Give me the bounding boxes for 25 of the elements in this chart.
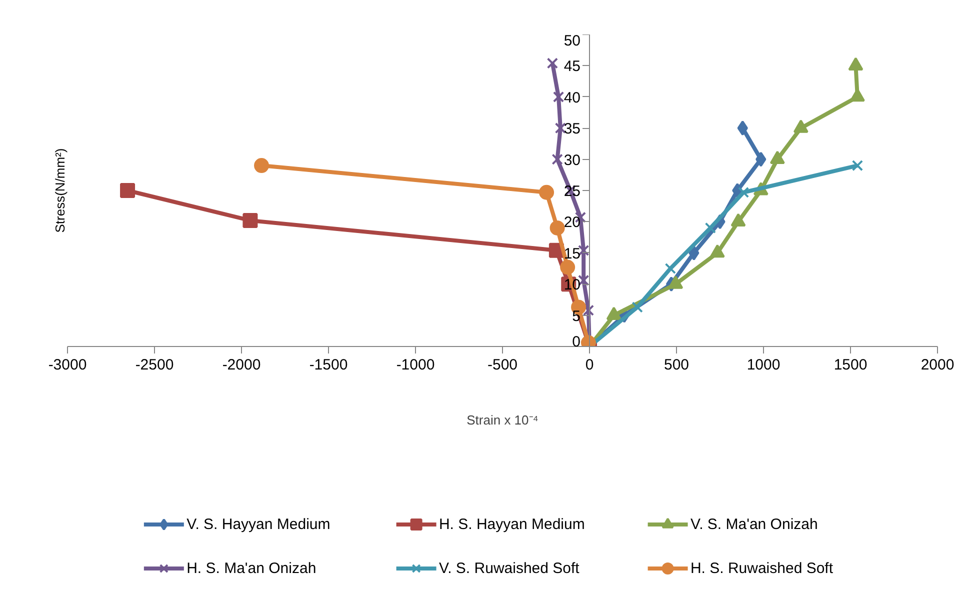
y-tick-label: 30 [564,152,581,169]
legend-label: H. S. Ma'an Onizah [186,560,316,577]
x-tick-label: 500 [664,356,690,374]
legend-label: H. S. Hayyan Medium [438,516,585,533]
y-axis-title: Stress(N/mm²) [52,148,68,233]
legend-label: V. S. Ma'an Onizah [690,516,818,533]
x-tick-label: 1000 [746,356,780,374]
y-tick-label: 0 [572,334,580,350]
y-tick-label: 45 [564,58,581,76]
x-tick-label: 2000 [920,356,954,374]
legend-label: V. S. Hayyan Medium [186,516,330,533]
x-tick-label: 0 [585,356,594,374]
x-tick-label: -500 [487,356,518,374]
x-axis-title: Strain x 10⁻⁴ [466,412,538,428]
x-tick-label: -2000 [222,356,261,374]
y-tick-label: 50 [564,32,581,50]
x-tick-label: -3000 [48,356,87,374]
legend-label: V. S. Ruwaished Soft [438,560,580,577]
y-tick-label: 40 [564,89,581,106]
legend-label: H. S. Ruwaished Soft [690,560,834,577]
x-tick-label: -1500 [309,356,348,374]
x-tick-label: -2500 [135,356,174,374]
x-tick-label: 1500 [834,356,868,374]
y-tick-label: 35 [564,120,581,138]
x-tick-label: -1000 [396,356,435,374]
